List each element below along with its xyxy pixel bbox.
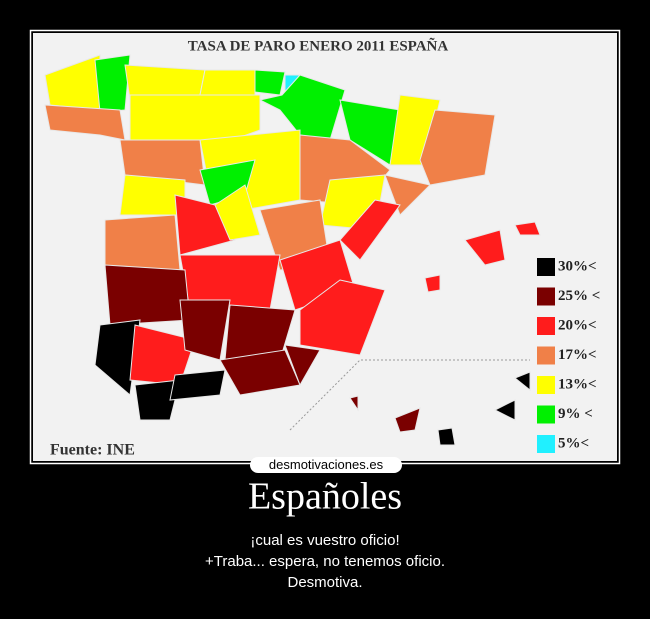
caption-line: ¡cual es vuestro oficio! [250,532,399,549]
province [339,199,401,261]
legend-label: 5%< [558,435,589,451]
legend-label: 17%< [558,347,597,363]
canary-inset-line [289,359,530,431]
caption-line: +Traba... espera, no tenemos oficio. [205,553,445,570]
province [424,274,441,293]
province [437,427,456,446]
legend-label: 20%< [558,317,597,333]
province [134,379,181,421]
province [104,214,181,271]
province [514,371,531,392]
legend-label: 25% < [558,288,600,304]
province [104,264,191,326]
province [169,369,226,401]
legend-swatch [537,346,555,365]
watermark-pill [250,457,402,473]
legend-swatch [537,405,555,424]
province [394,407,421,433]
legend-swatch [537,376,555,394]
poster-title: Españoles [248,476,402,518]
province [199,69,256,96]
map-title: TASA DE PARO ENERO 2011 ESPAÑA [188,36,449,54]
province [419,109,496,186]
legend-swatch [537,287,555,306]
caption-line: Desmotiva. [287,574,362,591]
province [284,344,321,387]
province [174,194,236,256]
province [94,54,131,113]
province [214,184,261,241]
legend-swatch [537,435,555,453]
legend-label: 13%< [558,376,597,392]
province [493,399,516,421]
legend-swatch [537,258,555,276]
province [44,104,126,141]
legend-label: 30%< [558,258,597,274]
province [254,69,286,96]
legend-label: 9% < [558,406,593,422]
province [258,74,346,141]
province [514,221,541,236]
provinces [44,54,541,446]
province [464,229,506,266]
province [299,279,386,356]
legend-swatch [537,317,555,335]
watermark: desmotivaciones.es [269,457,384,472]
province [349,395,359,412]
map-source: Fuente: INE [50,442,135,459]
province [94,319,141,396]
legend: 30%< 25% < 20%< 17%< 13%< 9% < 5%< [537,258,600,453]
